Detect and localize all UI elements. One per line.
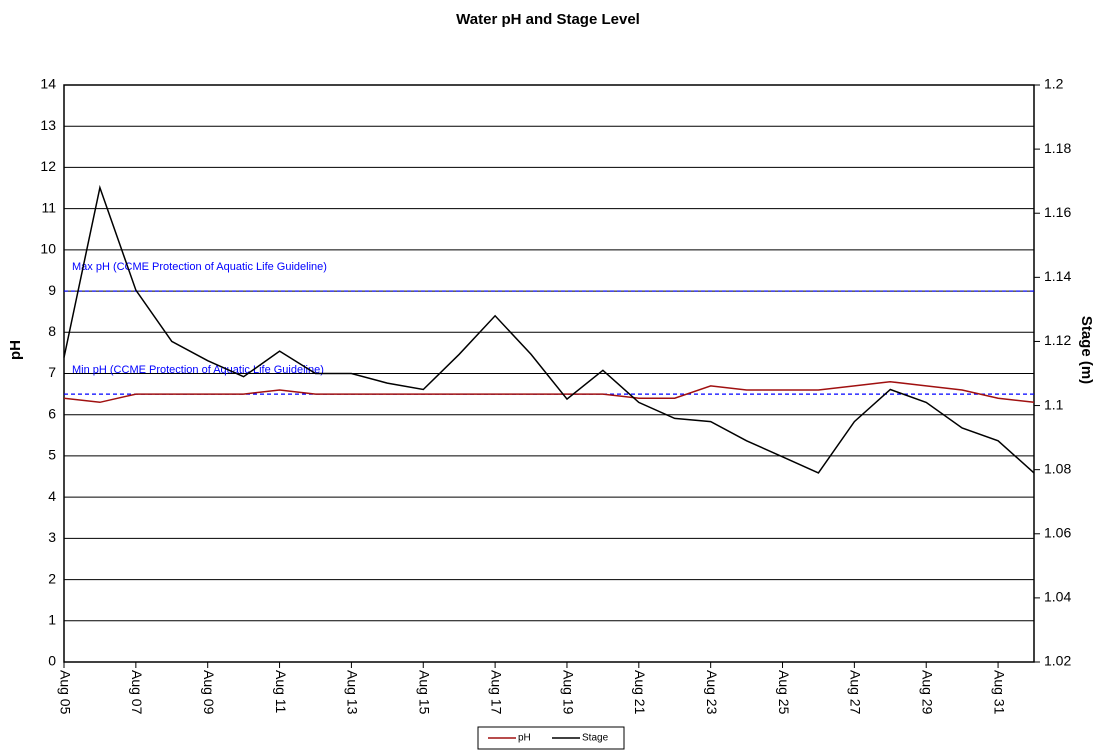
y2-tick-label: 1.08 — [1044, 460, 1071, 476]
y2-tick-label: 1.1 — [1044, 396, 1064, 412]
x-tick-label: Aug 05 — [57, 670, 73, 715]
x-tick-label: Aug 29 — [920, 670, 936, 715]
y-tick-label: 1 — [48, 611, 56, 627]
reference-label: Min pH (CCME Protection of Aquatic Life … — [72, 364, 324, 376]
y2-tick-label: 1.2 — [1044, 76, 1064, 92]
y-tick-label: 6 — [48, 405, 56, 421]
y-tick-label: 3 — [48, 529, 56, 545]
y-tick-label: 13 — [40, 117, 56, 133]
x-tick-label: Aug 07 — [129, 670, 145, 715]
y-tick-label: 11 — [41, 199, 56, 215]
y-tick-label: 2 — [48, 570, 56, 586]
x-tick-label: Aug 13 — [345, 670, 361, 715]
series-line — [63, 380, 1035, 404]
x-tick-label: Aug 21 — [632, 670, 648, 715]
y-tick-label: 0 — [48, 653, 56, 669]
y2-tick-label: 1.18 — [1044, 140, 1071, 156]
legend-label: Stage — [582, 733, 609, 744]
x-tick-label: Aug 23 — [704, 670, 720, 715]
reference-label: Max pH (CCME Protection of Aquatic Life … — [72, 261, 327, 273]
plot-frame — [63, 84, 1035, 663]
y-tick-label: 12 — [40, 158, 56, 174]
y-tick-label: 10 — [40, 241, 56, 257]
y2-tick-label: 1.14 — [1044, 268, 1071, 284]
y-axis-title: pH — [7, 340, 24, 360]
y2-axis-title: Stage (m) — [1078, 316, 1095, 384]
legend-box — [477, 726, 625, 750]
x-tick-label: Aug 15 — [417, 670, 433, 715]
y2-tick-label: 1.04 — [1044, 589, 1071, 605]
x-tick-label: Aug 17 — [488, 670, 504, 715]
x-tick-label: Aug 27 — [848, 670, 864, 715]
y-tick-label: 4 — [48, 488, 56, 504]
y-tick-label: 5 — [48, 447, 56, 463]
y-tick-label: 7 — [48, 364, 56, 380]
y-tick-label: 14 — [40, 76, 56, 92]
legend-label: pH — [518, 733, 531, 744]
y2-tick-label: 1.16 — [1044, 204, 1071, 220]
y-tick-label: 8 — [48, 323, 56, 339]
x-tick-label: Aug 11 — [273, 670, 289, 714]
y2-tick-label: 1.02 — [1044, 653, 1071, 669]
x-tick-label: Aug 09 — [201, 670, 217, 715]
x-tick-label: Aug 19 — [560, 670, 576, 715]
y2-tick-label: 1.12 — [1044, 332, 1071, 348]
series-line — [63, 184, 1035, 474]
chart-title: Water pH and Stage Level — [456, 11, 640, 28]
x-tick-label: Aug 25 — [776, 670, 792, 715]
y2-tick-label: 1.06 — [1044, 524, 1071, 540]
y-tick-label: 9 — [48, 282, 56, 298]
x-tick-label: Aug 31 — [991, 670, 1007, 715]
